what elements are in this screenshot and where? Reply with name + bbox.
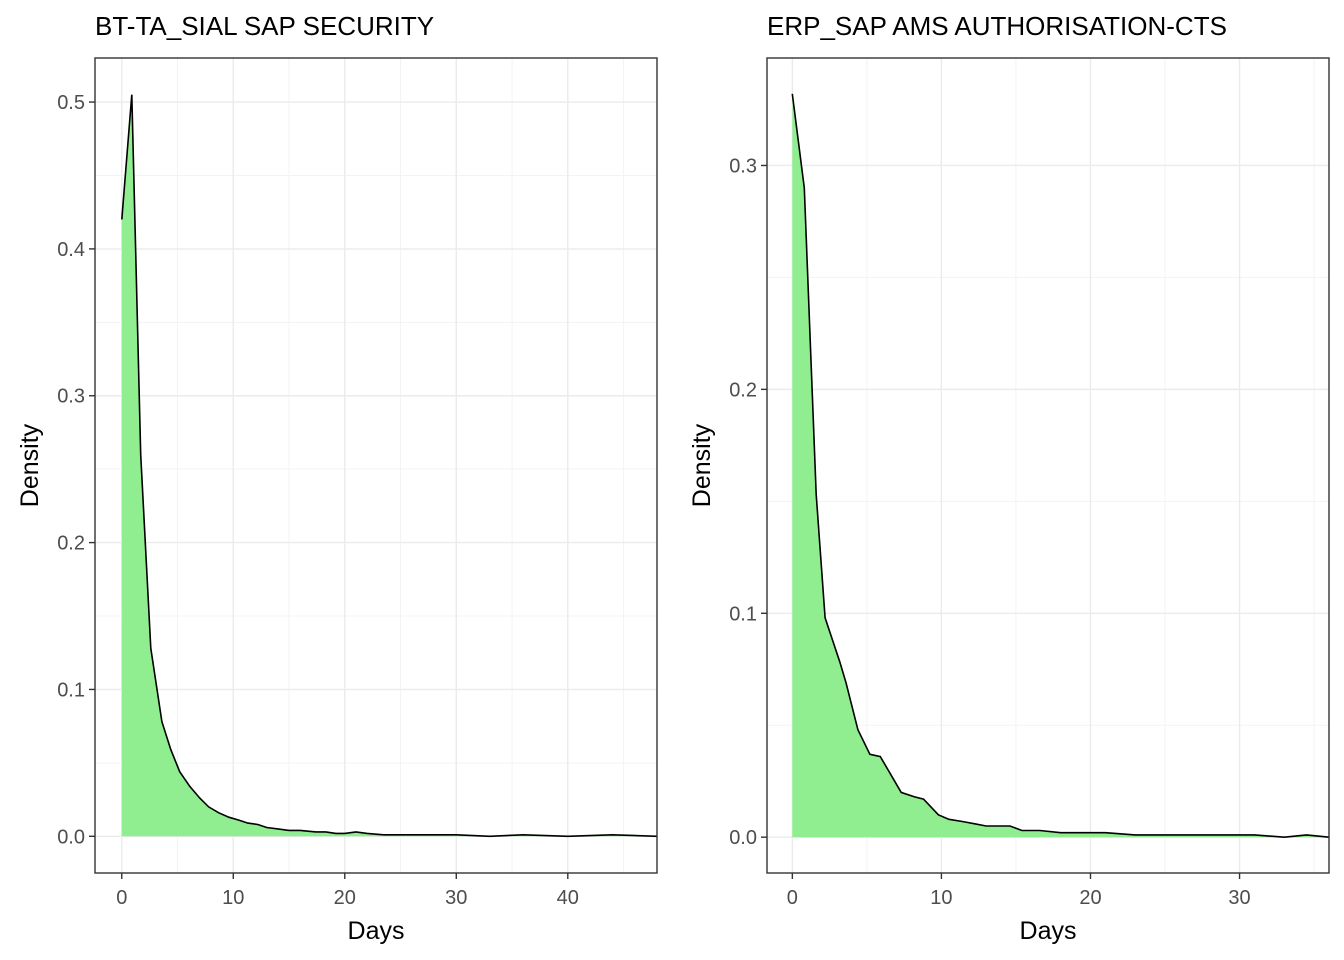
y-tick-label: 0.5: [57, 92, 85, 114]
density-panel-right: ERP_SAP AMS AUTHORISATION-CTS 0 10 20 30 0.0…: [688, 11, 1330, 945]
x-tick-label: 30: [445, 887, 467, 909]
x-axis-title: Days: [348, 917, 405, 945]
axis-ticks: 0 10 20 30 40 0.0 0.1 0.2 0.3 0.4 0.5: [57, 92, 579, 909]
x-tick-label: 0: [787, 887, 798, 909]
y-tick-label: 0.2: [729, 379, 757, 401]
y-tick-label: 0.3: [729, 155, 757, 177]
grid: [95, 58, 657, 873]
plot-border: [94, 57, 658, 874]
x-tick-label: 10: [222, 887, 244, 909]
y-tick-label: 0.0: [729, 827, 757, 849]
plot-border: [766, 57, 1330, 874]
y-tick-label: 0.1: [729, 603, 757, 625]
y-tick-label: 0.1: [57, 679, 85, 701]
x-tick-label: 20: [1079, 887, 1101, 909]
x-tick-label: 10: [930, 887, 952, 909]
density-area: [792, 93, 1329, 838]
y-tick-label: 0.0: [57, 826, 85, 848]
y-tick-label: 0.4: [57, 239, 85, 261]
density-line: [791, 93, 1330, 839]
x-tick-label: 0: [116, 887, 127, 909]
density-panel-left: BT-TA_SIAL SAP SECURITY 0 10 20 30 400.00.10…: [16, 11, 658, 945]
x-axis-title: Days: [1020, 917, 1077, 945]
x-tick-label: 30: [1228, 887, 1250, 909]
y-tick-label: 0.3: [57, 386, 85, 408]
chart-title: BT-TA_SIAL SAP SECURITY: [95, 11, 434, 41]
x-tick-label: 40: [557, 887, 579, 909]
density-line: [121, 94, 658, 838]
y-axis-title: Density: [688, 423, 716, 507]
y-tick-label: 0.2: [57, 533, 85, 555]
chart-title: ERP_SAP AMS AUTHORISATION-CTS: [767, 11, 1227, 41]
density-area: [121, 94, 658, 837]
y-axis-title: Density: [16, 423, 44, 507]
axis-ticks: 0 10 20 30 0.0 0.1 0.2 0.3: [729, 155, 1250, 909]
x-tick-label: 20: [334, 887, 356, 909]
